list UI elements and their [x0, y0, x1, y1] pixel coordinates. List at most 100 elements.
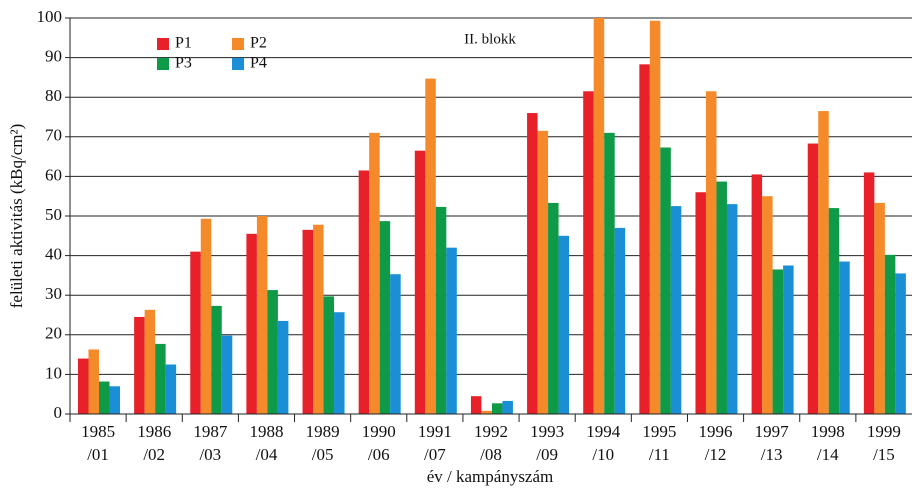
bar: [414, 150, 426, 414]
x-tick-label: 1994: [586, 422, 621, 441]
y-tick-label: 30: [45, 284, 62, 303]
y-tick-label: 40: [45, 245, 62, 264]
legend-swatch: [157, 58, 169, 70]
bar: [593, 18, 605, 414]
bar: [502, 400, 513, 414]
bar: [256, 216, 268, 414]
bar: [762, 196, 773, 414]
bar: [99, 381, 110, 414]
bar: [88, 349, 99, 414]
bar: [558, 235, 570, 414]
y-tick-label: 10: [45, 363, 62, 382]
x-tick-label: 1985: [81, 422, 115, 441]
bar: [548, 202, 559, 414]
bar: [695, 192, 706, 414]
bar: [828, 208, 840, 414]
bar: [614, 227, 626, 414]
x-tick-label: /10: [592, 445, 614, 464]
bar: [221, 335, 233, 414]
bar: [190, 251, 201, 414]
bar: [246, 233, 257, 414]
bar: [716, 181, 727, 414]
legend-swatch: [232, 58, 244, 70]
bar: [818, 111, 829, 414]
bar: [670, 206, 682, 414]
bar: [807, 143, 819, 415]
legend-label: P2: [250, 35, 267, 52]
bar: [446, 247, 457, 414]
bar: [604, 132, 615, 414]
x-tick-label: /06: [368, 445, 390, 464]
bar: [323, 296, 335, 414]
x-tick-label: 1999: [867, 422, 901, 441]
legend-label: P4: [250, 55, 267, 72]
bar: [491, 403, 503, 414]
bar: [772, 269, 784, 414]
y-axis-label: felületi aktivitás (kBq/cm²): [7, 124, 26, 309]
bar: [660, 147, 671, 414]
bar: [649, 20, 661, 414]
x-tick-label: 1989: [306, 422, 340, 441]
bar: [783, 265, 794, 414]
x-tick-label: 1987: [193, 422, 228, 441]
bar: [425, 78, 436, 414]
x-tick-label: /04: [256, 445, 278, 464]
x-tick-label: 1991: [418, 422, 452, 441]
x-tick-label: 1993: [530, 422, 564, 441]
legend-label: P3: [175, 55, 192, 72]
bar: [751, 174, 763, 414]
bar: [200, 218, 212, 414]
y-tick-label: 0: [54, 403, 63, 422]
bar: [313, 224, 324, 414]
x-tick-label: /02: [143, 445, 165, 464]
bar: [874, 202, 885, 414]
x-tick-label: /14: [817, 445, 839, 464]
bar: [379, 221, 391, 414]
x-axis-label: év / kampányszám: [427, 467, 554, 486]
x-tick-label: /12: [705, 445, 727, 464]
y-tick-label: 20: [45, 324, 62, 343]
bar: [639, 64, 650, 414]
x-tick-label: 1996: [699, 422, 733, 441]
x-tick-label: 1990: [362, 422, 396, 441]
bar: [358, 170, 370, 414]
x-tick-label: /13: [761, 445, 783, 464]
bar: [537, 130, 549, 415]
bar: [334, 312, 345, 414]
x-tick-label: /15: [873, 445, 895, 464]
bar: [369, 132, 380, 414]
x-tick-label: /09: [536, 445, 558, 464]
bar: [155, 343, 166, 414]
y-tick-label: 100: [37, 7, 63, 26]
y-tick-label: 90: [45, 47, 62, 66]
x-tick-label: 1997: [755, 422, 790, 441]
bar: [895, 273, 906, 414]
x-tick-label: /07: [424, 445, 446, 464]
bar: [211, 305, 222, 414]
y-tick-label: 80: [45, 86, 62, 105]
annotation: II. blokk: [464, 31, 516, 47]
x-tick-label: /05: [312, 445, 334, 464]
x-tick-label: /03: [199, 445, 221, 464]
bar: [144, 309, 156, 414]
legend-label: P1: [175, 35, 192, 52]
bar: [435, 206, 447, 414]
x-tick-label: 1986: [137, 422, 171, 441]
legend-swatch: [157, 38, 169, 50]
legend-swatch: [232, 38, 244, 50]
bar: [302, 229, 314, 414]
bar: [390, 274, 401, 414]
bar: [839, 261, 850, 414]
bar: [277, 320, 289, 414]
bar: [863, 172, 875, 414]
bar: [109, 386, 120, 414]
bar: [726, 204, 738, 414]
x-tick-label: 1998: [811, 422, 845, 441]
x-tick-label: 1995: [642, 422, 676, 441]
x-tick-label: /01: [87, 445, 109, 464]
bar: [165, 364, 177, 414]
bar: [470, 396, 482, 414]
x-tick-label: /08: [480, 445, 502, 464]
bar: [481, 410, 492, 414]
